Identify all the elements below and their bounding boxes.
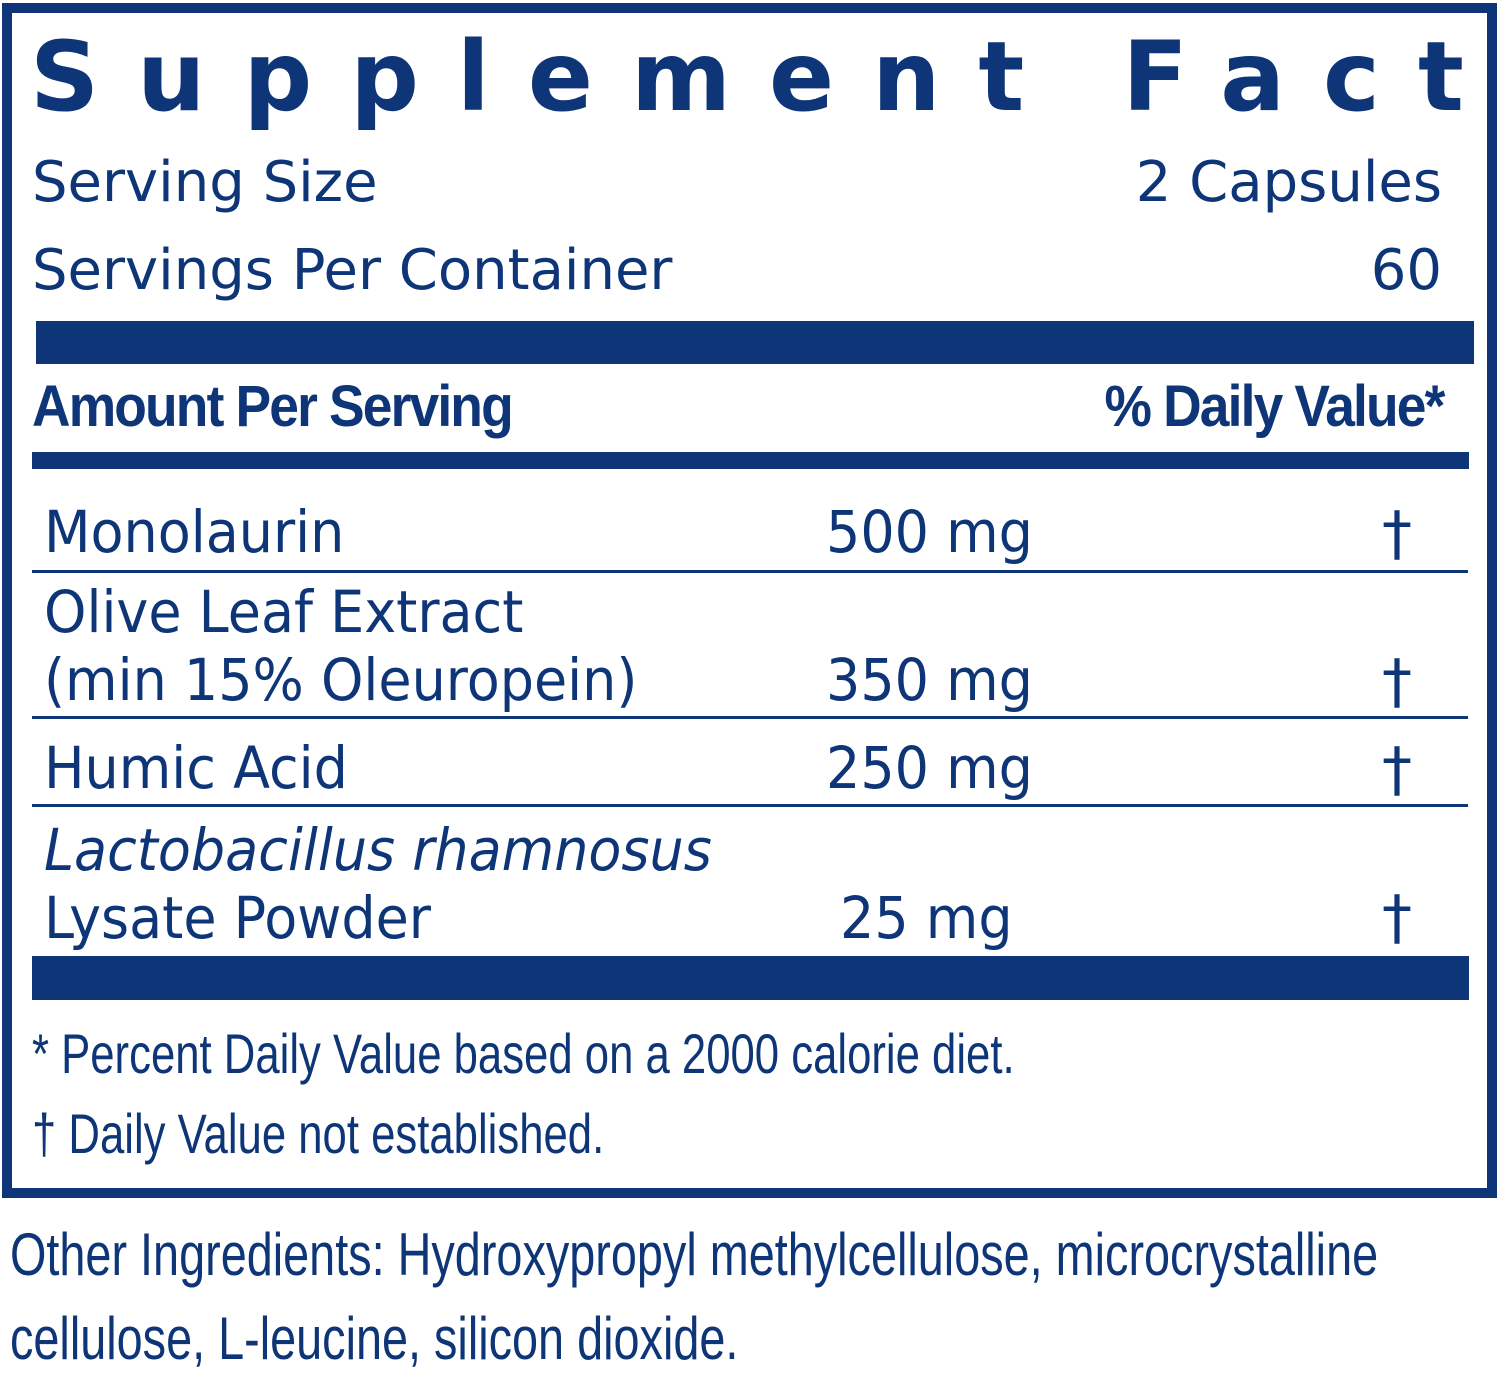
footnote-percent-daily-value: * Percent Daily Value based on a 2000 ca… (32, 1022, 1015, 1085)
thick-divider-bottom (32, 956, 1469, 1000)
amount-per-serving-header: Amount Per Serving (32, 374, 514, 439)
ingredient-amount: 500 mg (826, 498, 1033, 566)
servings-per-container-label: Servings Per Container (32, 238, 673, 303)
ingredient-name-detail: (min 15% Oleuropein) (44, 646, 638, 714)
ingredient-name-species: Lactobacillus rhamnosus (44, 816, 712, 884)
ingredient-name: Olive Leaf Extract (44, 578, 524, 646)
ingredient-name: Humic Acid (44, 734, 348, 802)
title-word-facts: Facts (1122, 21, 1500, 133)
dagger-icon: † (1382, 647, 1412, 717)
ingredient-amount: 250 mg (826, 734, 1033, 802)
dagger-icon: † (1382, 499, 1412, 569)
ingredient-name: Monolaurin (44, 498, 345, 566)
other-ingredients-line1: Other Ingredients: Hydroxypropyl methylc… (10, 1221, 1379, 1288)
row-divider (32, 716, 1468, 719)
ingredient-name: Lysate Powder (44, 884, 431, 952)
ingredient-amount: 25 mg (840, 884, 1013, 952)
serving-size-value: 2 Capsules (1135, 150, 1442, 215)
thick-divider-top (36, 321, 1474, 364)
daily-value-header: % Daily Value* (1104, 374, 1446, 439)
row-divider (32, 804, 1468, 807)
panel-title: Supplement Facts (30, 22, 1500, 132)
other-ingredients-line2: cellulose, L-leucine, silicon dioxide. (10, 1305, 739, 1372)
footnote-dv-not-established: † Daily Value not established. (32, 1102, 605, 1165)
servings-per-container-value: 60 (1370, 238, 1442, 303)
row-divider (32, 570, 1468, 573)
medium-divider (32, 452, 1469, 469)
serving-size-label: Serving Size (32, 150, 378, 215)
ingredient-amount: 350 mg (826, 646, 1033, 714)
dagger-icon: † (1382, 883, 1412, 953)
dagger-icon: † (1382, 735, 1412, 805)
title-word-supplement: Supplement (30, 21, 1063, 133)
